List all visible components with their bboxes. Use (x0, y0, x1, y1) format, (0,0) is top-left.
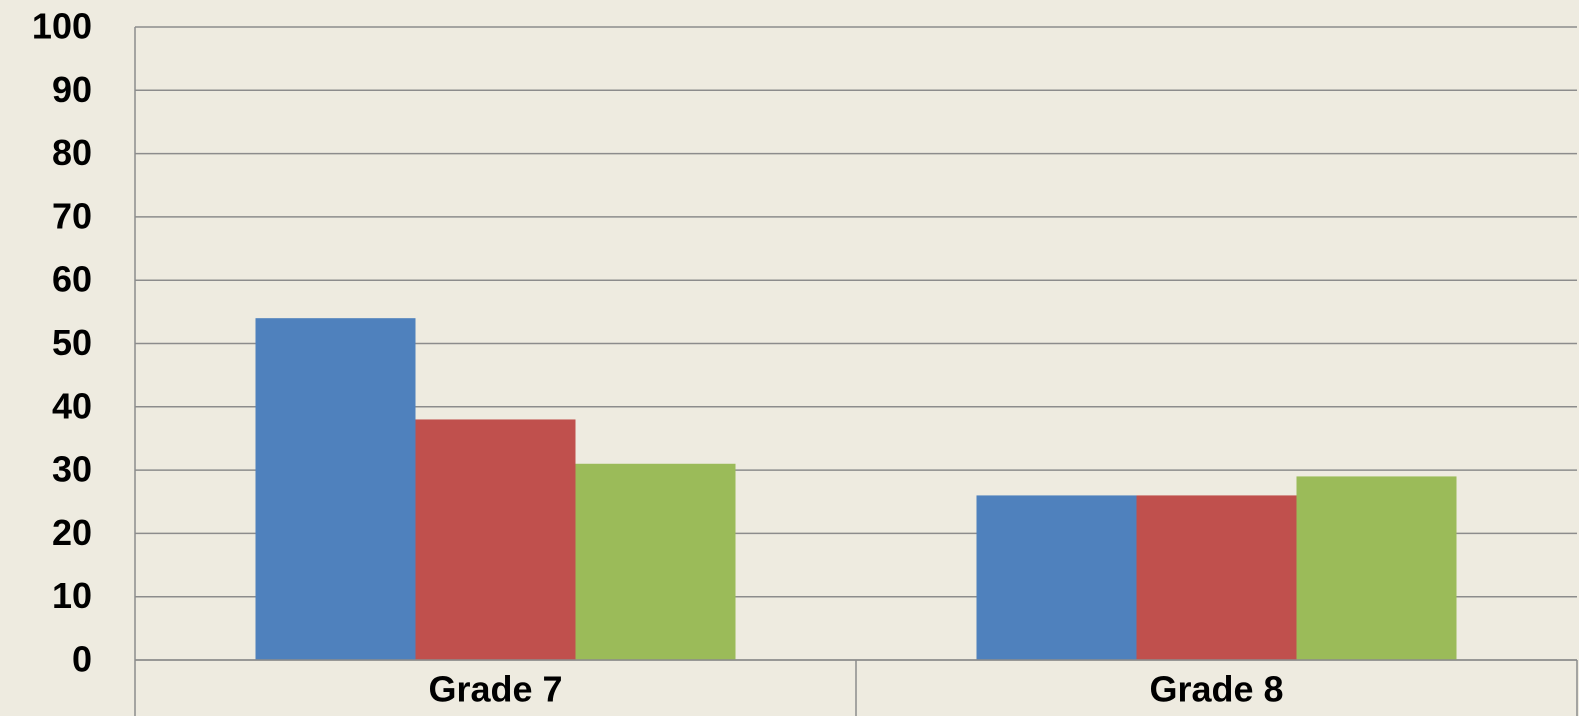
y-tick-label: 70 (52, 195, 92, 236)
y-tick-label: 80 (52, 132, 92, 173)
bar (255, 318, 416, 660)
y-tick-label: 50 (52, 322, 92, 363)
y-tick-label: 100 (32, 6, 92, 47)
bar (415, 419, 576, 660)
bar (575, 463, 736, 660)
bar (976, 495, 1137, 660)
y-tick-label: 20 (52, 512, 92, 553)
bar (1296, 476, 1457, 660)
y-tick-label: 30 (52, 449, 92, 490)
y-tick-label: 10 (52, 575, 92, 616)
y-tick-label: 60 (52, 259, 92, 300)
bar (1136, 495, 1297, 660)
x-tick-label: Grade 7 (428, 669, 562, 710)
y-tick-label: 90 (52, 69, 92, 110)
y-tick-label: 0 (72, 639, 92, 680)
x-tick-label: Grade 8 (1149, 669, 1283, 710)
y-tick-label: 40 (52, 385, 92, 426)
